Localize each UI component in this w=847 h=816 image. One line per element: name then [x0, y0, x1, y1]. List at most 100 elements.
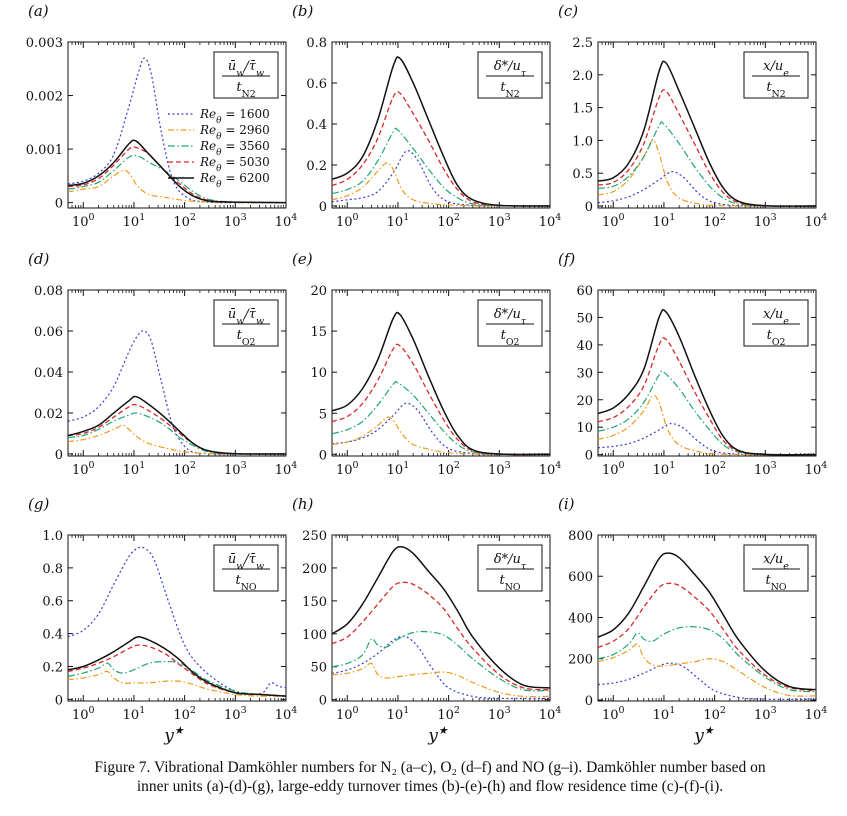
x-tick-label: 100	[72, 460, 95, 478]
x-tick-label: 101	[653, 212, 676, 230]
y-tick-label: 0.2	[306, 159, 327, 174]
x-tick-label: 101	[123, 705, 146, 723]
ratio-numerator: x/ue	[763, 307, 789, 327]
x-tick-label: 102	[437, 212, 460, 230]
y-tick-label: 2.5	[572, 36, 593, 51]
y-tick-label: 0	[585, 200, 593, 215]
x-tick-label: 104	[539, 460, 562, 478]
x-tick-label: 102	[703, 460, 726, 478]
legend-label: Reθ = 2960	[199, 123, 270, 142]
series-line-re6200	[68, 395, 286, 455]
x-tick-label: 104	[539, 212, 562, 230]
x-axis-label: y★	[163, 724, 185, 746]
x-tick-label: 101	[653, 460, 676, 478]
ratio-box-frame	[213, 544, 279, 592]
series-line-re3560	[68, 412, 286, 455]
y-tick-label: 0.02	[34, 407, 63, 422]
y-tick-label: 50	[310, 661, 327, 676]
x-tick-label: 101	[387, 705, 410, 723]
panel-d: (d) 0 0.02 0.04 0.06 0.08 100 101 102 103 104 ūw/τ̄…	[28, 250, 297, 478]
ratio-denominator: tN2	[500, 80, 519, 100]
series-line-re3560	[598, 121, 816, 207]
series-line-re3560	[68, 154, 286, 204]
series-line-re1600	[332, 635, 550, 700]
panel-a: (a) 0 0.001 0.002 0.003 100 101 102 103 104 ūw/τ̄w…	[26, 2, 298, 230]
caption-line-2: inner units (a)-(d)-(g), large-eddy turn…	[136, 778, 724, 795]
y-tick-label: 150	[302, 595, 327, 610]
panel-g: (g) 0 0.2 0.4 0.6 0.8 1.0 100 101 102 103 104 ūw/τ̄w…	[28, 495, 297, 746]
x-tick-label: 103	[754, 705, 777, 723]
legend-label: Reθ = 1600	[199, 107, 270, 126]
x-tick-label: 103	[224, 460, 247, 478]
x-tick-label: 100	[336, 212, 359, 230]
series-line-re3560	[332, 127, 550, 207]
x-tick-label: 102	[173, 705, 196, 723]
panel-label: (i)	[558, 495, 575, 513]
x-tick-label: 103	[224, 705, 247, 723]
series-line-re5030	[332, 90, 550, 207]
x-tick-label: 102	[173, 460, 196, 478]
x-tick-label: 101	[653, 705, 676, 723]
series-line-re3560	[598, 626, 816, 693]
ratio-numerator: ūw/τ̄w	[228, 307, 264, 327]
y-tick-label: 400	[568, 611, 593, 626]
x-tick-label: 104	[275, 460, 298, 478]
y-tick-label: 0.8	[42, 562, 63, 577]
panel-label: (h)	[292, 495, 314, 513]
ratio-box-frame	[743, 51, 809, 99]
ratio-denominator: tN2	[236, 80, 255, 100]
series-line-re1600	[68, 546, 286, 696]
y-tick-label: 0	[319, 694, 327, 709]
y-tick-label: 250	[302, 529, 327, 544]
panel-label: (g)	[28, 495, 49, 513]
x-tick-label: 103	[488, 705, 511, 723]
ratio-numerator: x/ue	[763, 59, 789, 79]
y-tick-label: 0.2	[42, 660, 63, 675]
y-tick-label: 15	[310, 325, 327, 340]
y-tick-label: 0.6	[42, 595, 63, 610]
y-tick-label: 0	[55, 693, 63, 708]
series-line-re3560	[68, 660, 286, 697]
ratio-box-frame	[477, 299, 543, 347]
y-tick-label: 0.4	[42, 628, 63, 643]
x-tick-label: 103	[754, 212, 777, 230]
ratio-numerator: x/ue	[763, 552, 789, 572]
series-line-re6200	[332, 545, 550, 689]
series-line-re3560	[332, 381, 550, 456]
y-tick-label: 0.6	[306, 77, 327, 92]
x-tick-label: 103	[488, 460, 511, 478]
series-line-re3560	[332, 630, 550, 692]
x-tick-label: 102	[703, 212, 726, 230]
series-line-re5030	[332, 343, 550, 456]
series-line-re3560	[598, 370, 816, 456]
y-tick-label: 800	[568, 529, 593, 544]
x-tick-label: 101	[387, 460, 410, 478]
series-line-re5030	[68, 644, 286, 697]
x-tick-label: 103	[488, 212, 511, 230]
x-tick-label: 104	[539, 705, 562, 723]
panel-label: (f)	[558, 250, 575, 268]
y-tick-label: 0	[585, 449, 593, 464]
y-tick-label: 10	[576, 421, 593, 436]
ratio-box-frame	[213, 299, 279, 347]
ratio-denominator: tN2	[766, 80, 785, 100]
y-tick-label: 60	[576, 284, 593, 299]
x-tick-label: 104	[805, 212, 828, 230]
x-tick-label: 104	[275, 212, 298, 230]
y-tick-label: 20	[576, 394, 593, 409]
y-tick-label: 50	[576, 311, 593, 326]
panel-h: (h) 0 50 100 150 200 250 100 101 102 103 104 δ*/uτtN…	[292, 495, 561, 746]
x-tick-label: 102	[173, 212, 196, 230]
ratio-box-frame	[743, 299, 809, 347]
y-tick-label: 0	[319, 448, 327, 463]
x-tick-label: 102	[437, 460, 460, 478]
caption-line-1: Figure 7. Vibrational Damköhler numbers …	[94, 759, 766, 776]
ratio-box-frame	[477, 51, 543, 99]
